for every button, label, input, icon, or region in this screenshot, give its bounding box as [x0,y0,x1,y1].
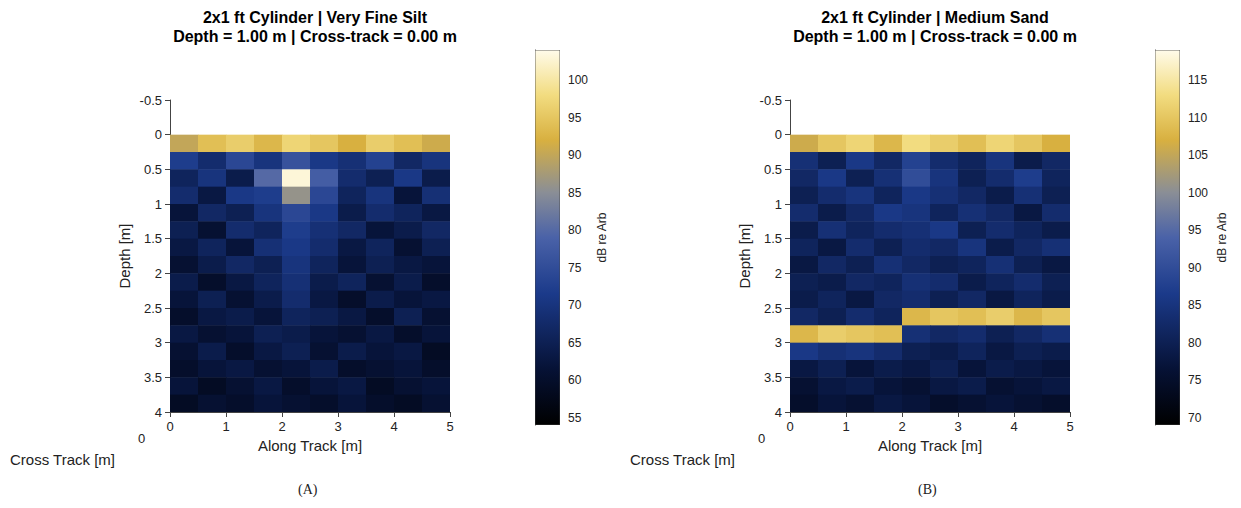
svg-text:95: 95 [1188,223,1202,237]
svg-text:0: 0 [166,419,173,434]
svg-text:-0.5: -0.5 [760,93,782,108]
svg-text:3: 3 [334,419,341,434]
svg-text:0: 0 [786,419,793,434]
svg-text:2x1 ft Cylinder | Very Fine Si: 2x1 ft Cylinder | Very Fine Silt [203,9,428,26]
svg-text:95: 95 [568,111,582,125]
svg-text:0.5: 0.5 [764,162,782,177]
svg-text:0: 0 [775,127,782,142]
svg-text:Cross Track [m]: Cross Track [m] [630,451,735,468]
svg-text:Depth [m]: Depth [m] [736,223,753,288]
svg-text:1: 1 [222,419,229,434]
svg-text:110: 110 [1188,111,1207,125]
svg-text:0: 0 [758,431,765,446]
svg-text:2: 2 [278,419,285,434]
svg-text:4: 4 [775,405,782,420]
svg-text:Depth = 1.00 m | Cross-track =: Depth = 1.00 m | Cross-track = 0.00 m [173,28,457,45]
svg-text:5: 5 [1066,419,1073,434]
svg-text:85: 85 [1188,298,1202,312]
svg-text:dB re Arb: dB re Arb [595,212,609,262]
svg-text:2.5: 2.5 [764,301,782,316]
svg-text:3.5: 3.5 [144,370,162,385]
svg-text:100: 100 [568,73,588,87]
svg-text:60: 60 [568,373,582,387]
svg-text:2: 2 [775,266,782,281]
svg-text:65: 65 [568,336,582,350]
svg-text:Along Track [m]: Along Track [m] [258,437,362,454]
svg-text:3: 3 [155,335,162,350]
svg-text:0: 0 [138,431,145,446]
svg-text:2x1 ft Cylinder | Medium Sand: 2x1 ft Cylinder | Medium Sand [821,9,1049,26]
svg-text:5: 5 [446,419,453,434]
svg-text:2: 2 [898,419,905,434]
svg-text:0.5: 0.5 [144,162,162,177]
svg-text:70: 70 [568,298,582,312]
svg-text:Depth = 1.00 m | Cross-track =: Depth = 1.00 m | Cross-track = 0.00 m [793,28,1077,45]
svg-text:2: 2 [155,266,162,281]
svg-text:55: 55 [568,411,582,425]
svg-text:1: 1 [775,197,782,212]
svg-text:1: 1 [842,419,849,434]
svg-text:3: 3 [775,335,782,350]
svg-text:1.5: 1.5 [764,231,782,246]
svg-text:3: 3 [954,419,961,434]
svg-text:(A): (A) [298,482,318,498]
svg-text:75: 75 [568,261,582,275]
svg-text:90: 90 [1188,261,1202,275]
svg-text:85: 85 [568,186,582,200]
svg-text:1.5: 1.5 [144,231,162,246]
svg-text:115: 115 [1188,73,1207,87]
svg-text:75: 75 [1188,373,1202,387]
svg-text:3.5: 3.5 [764,370,782,385]
svg-text:-0.5: -0.5 [140,93,162,108]
svg-text:Depth [m]: Depth [m] [116,223,133,288]
svg-text:100: 100 [1188,186,1208,200]
svg-text:80: 80 [1188,336,1202,350]
svg-text:(B): (B) [918,482,937,498]
svg-text:Along Track [m]: Along Track [m] [878,437,982,454]
svg-text:dB re Arb: dB re Arb [1215,212,1229,262]
svg-text:0: 0 [155,127,162,142]
svg-text:2.5: 2.5 [144,301,162,316]
svg-text:4: 4 [155,405,162,420]
svg-text:70: 70 [1188,411,1202,425]
svg-text:80: 80 [568,223,582,237]
svg-text:1: 1 [155,197,162,212]
svg-text:Cross Track [m]: Cross Track [m] [10,451,115,468]
svg-text:4: 4 [390,419,397,434]
svg-text:90: 90 [568,148,582,162]
svg-text:4: 4 [1010,419,1017,434]
svg-text:105: 105 [1188,148,1208,162]
